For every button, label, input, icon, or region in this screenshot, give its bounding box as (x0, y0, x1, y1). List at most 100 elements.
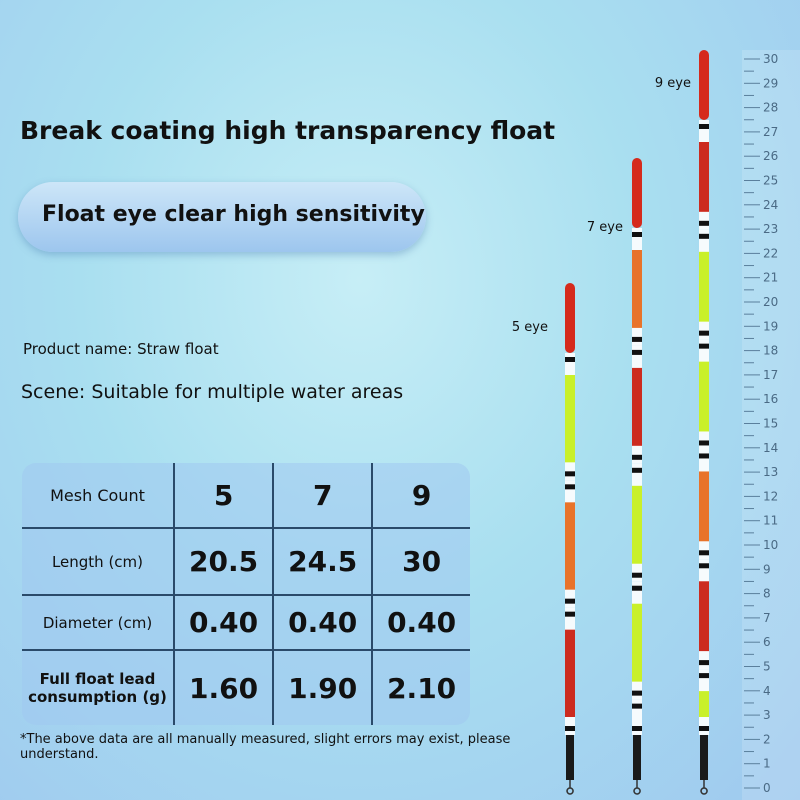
cell: 30 (371, 527, 470, 596)
ruler-label: 16 (763, 392, 778, 406)
table-row: Length (cm) 20.5 24.5 30 (22, 527, 470, 596)
ruler-label: 18 (763, 344, 778, 358)
float-color (565, 375, 575, 463)
float-hook (700, 780, 708, 795)
float-color (699, 581, 709, 652)
ruler-label: 12 (763, 489, 778, 503)
float-tip (699, 50, 709, 120)
float-band (699, 660, 709, 666)
ruler-label: 11 (763, 514, 778, 528)
float-color (565, 502, 575, 590)
float-band (632, 726, 642, 731)
cell: 2.10 (371, 649, 470, 725)
ruler-label: 9 (763, 562, 771, 576)
product-name: Product name: Straw float (23, 340, 219, 358)
ruler-label: 27 (763, 125, 778, 139)
table-row: Full float lead consumption (g) 1.60 1.90 2… (22, 649, 470, 725)
spec-table: Mesh Count 5 7 9 Length (cm) 20.5 24.5 30 Diamet… (22, 463, 470, 725)
float-tip (632, 158, 642, 228)
float-band (699, 124, 709, 129)
note: *The above data are all manually measure… (20, 732, 511, 762)
ruler-label: 29 (763, 76, 778, 90)
row-header: Full float lead consumption (g) (22, 649, 175, 725)
cell: 5 (172, 463, 275, 529)
float-band (632, 585, 642, 591)
ruler-label: 1 (763, 757, 771, 771)
cell: 24.5 (272, 527, 374, 596)
title: Break coating high transparency float (20, 116, 556, 145)
ruler-label: 24 (763, 198, 778, 212)
float-band (565, 471, 575, 477)
float-band (632, 572, 642, 578)
float-hook (566, 780, 574, 795)
float-band (699, 440, 709, 446)
cell: 0.40 (172, 594, 275, 651)
table-row: Mesh Count 5 7 9 (22, 463, 470, 529)
ruler-label: 10 (763, 538, 778, 552)
ruler-label: 7 (763, 611, 771, 625)
ruler-label: 17 (763, 368, 778, 382)
ruler-label: 5 (763, 660, 771, 674)
float-band (632, 349, 642, 355)
float-band (632, 454, 642, 460)
cell: 7 (272, 463, 374, 529)
cell: 20.5 (172, 527, 275, 596)
float-color (632, 485, 642, 564)
cell: 9 (371, 463, 470, 529)
ruler-label: 14 (763, 441, 778, 455)
row-header: Diameter (cm) (22, 594, 175, 651)
ruler-label: 4 (763, 684, 771, 698)
float-label: 9 eye (655, 76, 691, 91)
ruler-label: 3 (763, 708, 771, 722)
cell: 1.90 (272, 649, 374, 725)
float-color (632, 603, 642, 682)
float-color (699, 361, 709, 432)
float-band (632, 336, 642, 342)
float-band (699, 673, 709, 679)
ruler-label: 26 (763, 149, 778, 163)
float-band (632, 703, 642, 709)
float-band (565, 484, 575, 490)
ruler-label: 13 (763, 465, 778, 479)
float-band (632, 232, 642, 237)
float-color (699, 691, 709, 717)
float-tip (565, 283, 575, 353)
float-band (699, 233, 709, 239)
float-color (699, 471, 709, 542)
ruler-label: 8 (763, 587, 771, 601)
cell: 1.60 (172, 649, 275, 725)
float-band (699, 550, 709, 556)
float-stem (700, 735, 708, 780)
ruler-label: 20 (763, 295, 778, 309)
float-band (565, 598, 575, 604)
ruler-label: 15 (763, 417, 778, 431)
ruler-label: 6 (763, 635, 771, 649)
float-color (699, 251, 709, 322)
ruler-label: 2 (763, 732, 771, 746)
float-label: 7 eye (587, 220, 623, 235)
ruler-label: 30 (763, 52, 778, 66)
float-segment (632, 699, 642, 735)
float-band (699, 726, 709, 731)
float-band (565, 611, 575, 617)
float-band (632, 690, 642, 696)
float-band (699, 330, 709, 336)
float-band (632, 467, 642, 473)
cell: 0.40 (272, 594, 374, 651)
float-label: 5 eye (512, 320, 548, 335)
float-band (699, 453, 709, 459)
float-band (699, 563, 709, 569)
scene: Scene: Suitable for multiple water areas (21, 381, 404, 403)
ruler-label: 25 (763, 174, 778, 188)
ruler-label: 28 (763, 101, 778, 115)
ruler-label: 0 (763, 781, 771, 795)
float-band (699, 343, 709, 349)
float-color (632, 250, 642, 328)
ruler-label: 19 (763, 319, 778, 333)
float-color (632, 367, 642, 446)
float-stem (633, 735, 641, 780)
float-hook (633, 780, 641, 795)
row-header: Mesh Count (22, 463, 175, 529)
